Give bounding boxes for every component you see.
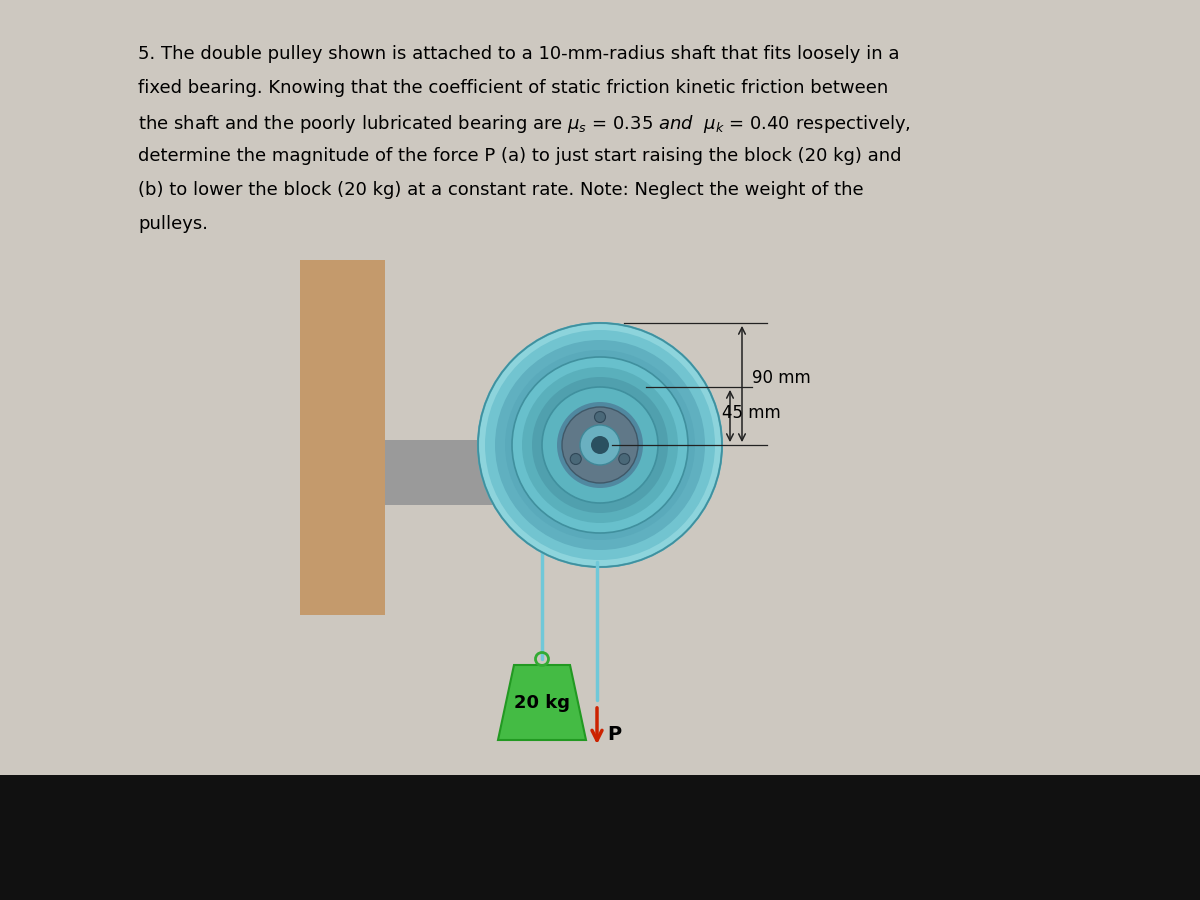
- Circle shape: [562, 407, 638, 483]
- Circle shape: [505, 350, 695, 540]
- Circle shape: [580, 425, 620, 465]
- Bar: [0, 775, 1200, 900]
- Bar: [385, 440, 620, 505]
- Circle shape: [619, 454, 630, 464]
- Text: 90 mm: 90 mm: [752, 369, 811, 387]
- Text: 45 mm: 45 mm: [722, 404, 781, 422]
- Circle shape: [512, 357, 688, 533]
- Polygon shape: [498, 665, 586, 740]
- Text: (b) to lower the block (20 kg) at a constant rate. Note: Neglect the weight of t: (b) to lower the block (20 kg) at a cons…: [138, 181, 864, 199]
- Circle shape: [542, 387, 658, 503]
- Text: the shaft and the poorly lubricated bearing are $\mu_s$ = 0.35 $and$  $\mu_k$ = : the shaft and the poorly lubricated bear…: [138, 113, 911, 135]
- Text: 20 kg: 20 kg: [514, 694, 570, 712]
- Circle shape: [592, 436, 610, 454]
- Bar: [300, 260, 385, 615]
- Circle shape: [532, 377, 668, 513]
- Text: determine the magnitude of the force P (a) to just start raising the block (20 k: determine the magnitude of the force P (…: [138, 147, 901, 165]
- Text: fixed bearing. Knowing that the coefficient of static friction kinetic friction : fixed bearing. Knowing that the coeffici…: [138, 79, 888, 97]
- Text: pulleys.: pulleys.: [138, 215, 208, 233]
- Circle shape: [496, 340, 706, 550]
- Circle shape: [594, 411, 606, 422]
- Text: P: P: [607, 725, 622, 744]
- Circle shape: [557, 402, 643, 488]
- Circle shape: [522, 367, 678, 523]
- Text: 5. The double pulley shown is attached to a 10-mm-radius shaft that fits loosely: 5. The double pulley shown is attached t…: [138, 45, 900, 63]
- Circle shape: [478, 323, 722, 567]
- Circle shape: [485, 330, 715, 560]
- Circle shape: [570, 454, 581, 464]
